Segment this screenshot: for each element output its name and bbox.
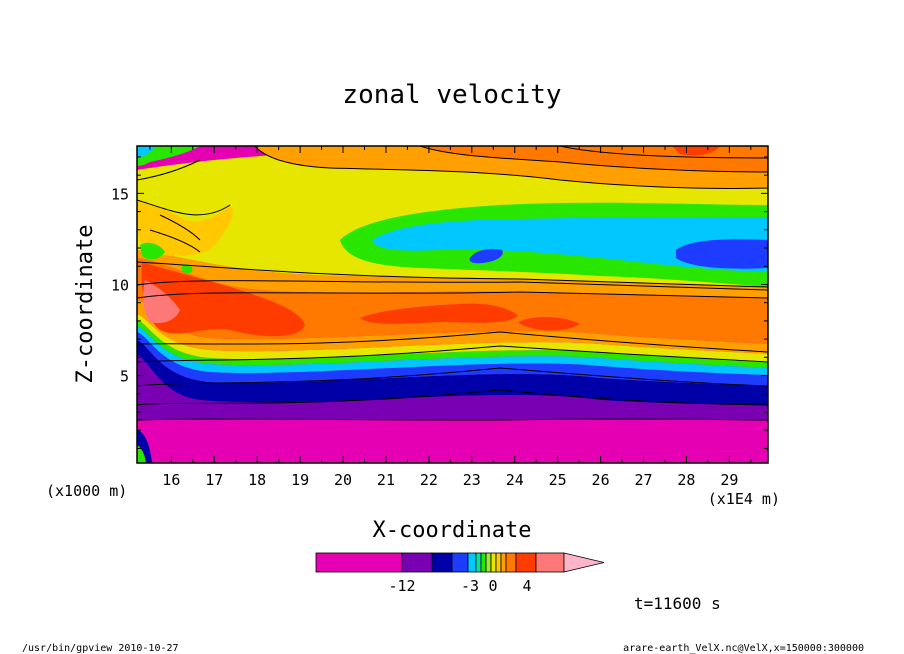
colorbar-segment <box>401 552 433 573</box>
footer-left: /usr/bin/gpview 2010-10-27 <box>22 643 179 654</box>
colorbar-label: 0 <box>488 577 497 595</box>
y-axis: 5 10 15 <box>111 156 768 449</box>
y-tick-label: 5 <box>120 368 129 386</box>
colorbar-label: -3 <box>461 577 479 595</box>
colorbar <box>315 552 605 573</box>
colorbar-segment <box>475 552 482 573</box>
x-tick-label: 28 <box>677 471 695 489</box>
x-tick-label: 25 <box>549 471 567 489</box>
colorbar-segment <box>490 552 497 573</box>
plot-frame <box>136 145 769 464</box>
colorbar-label: 4 <box>522 577 531 595</box>
colorbar-segment <box>515 552 537 573</box>
x-tick-label: 16 <box>162 471 180 489</box>
x-tick-label: 26 <box>592 471 610 489</box>
x-tick-label: 18 <box>248 471 266 489</box>
colorbar-labels: -12 -3 0 4 <box>388 577 531 595</box>
colorbar-segment <box>431 552 453 573</box>
colorbar-arrow <box>563 552 605 573</box>
x-axis: 16 17 18 19 20 21 22 23 24 25 26 27 28 29 <box>149 146 752 489</box>
contour-field <box>137 146 768 463</box>
x-tick-label: 27 <box>634 471 652 489</box>
x-tick-label: 29 <box>720 471 738 489</box>
colorbar-segment <box>495 552 502 573</box>
time-annotation: t=11600 s <box>634 594 721 613</box>
x-tick-label: 17 <box>205 471 223 489</box>
x-axis-label: X-coordinate <box>373 518 532 543</box>
colorbar-segment <box>500 552 507 573</box>
colorbar-segment <box>467 552 477 573</box>
y-axis-unit: (x1000 m) <box>46 482 127 500</box>
x-tick-label: 24 <box>506 471 524 489</box>
x-axis-unit: (x1E4 m) <box>708 490 780 508</box>
colorbar-segment <box>485 552 492 573</box>
x-tick-label: 22 <box>420 471 438 489</box>
footer-right: arare-earth_VelX.nc@VelX,x=150000:300000 <box>623 643 864 654</box>
colorbar-segment <box>451 552 469 573</box>
x-tick-label: 21 <box>377 471 395 489</box>
colorbar-segment <box>535 552 565 573</box>
colorbar-label: -12 <box>388 577 415 595</box>
x-tick-label: 20 <box>334 471 352 489</box>
colorbar-segment <box>315 552 403 573</box>
x-tick-label: 23 <box>463 471 481 489</box>
y-tick-label: 10 <box>111 276 129 294</box>
y-tick-label: 15 <box>111 185 129 203</box>
colorbar-segment <box>480 552 487 573</box>
y-axis-label: Z-coordinate <box>73 225 98 384</box>
chart-title: zonal velocity <box>342 80 561 110</box>
x-tick-label: 19 <box>291 471 309 489</box>
colorbar-segment <box>505 552 517 573</box>
